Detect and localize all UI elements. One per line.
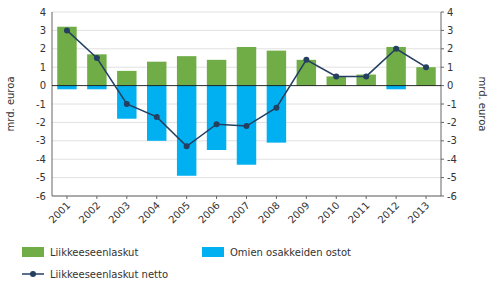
y-tick-label: -4 [36, 154, 46, 165]
y2-tick-label: 4 [447, 7, 453, 18]
marker [64, 27, 70, 33]
legend-label: Omien osakkeiden ostot [230, 247, 351, 258]
marker [214, 121, 220, 127]
legend-label: Liikkeeseenlaskut [50, 247, 138, 258]
x-tick-label: 2005 [166, 200, 192, 226]
y2-tick-label: -6 [447, 191, 457, 202]
marker [273, 105, 279, 111]
y-tick-label: -6 [36, 191, 46, 202]
y2-tick-label: 0 [447, 80, 453, 91]
grid-line [52, 12, 441, 13]
chart: -6 -5 -4 -3 -2 -1 0 1 2 3 4 -6 -5 -4 -3 -2 -1 0 1 2 3 4 mrd. e… [0, 0, 493, 306]
y-axis [52, 12, 53, 196]
x-tick [66, 196, 67, 199]
bar [87, 54, 106, 85]
x-tick-label: 2011 [346, 200, 372, 226]
x-tick [366, 196, 367, 199]
grid-line [52, 85, 441, 86]
legend-label: Liikkeeseenlaskut netto [50, 269, 168, 280]
x-tick-label: 2008 [256, 200, 282, 226]
y2-tick-label: -2 [447, 117, 457, 128]
marker [363, 73, 369, 79]
bar [237, 47, 256, 86]
y2-tick-label: -4 [447, 154, 457, 165]
grid-line [52, 177, 441, 178]
legend-swatch [202, 247, 224, 257]
bar [147, 62, 166, 86]
legend-marker [30, 271, 36, 277]
bar [57, 27, 76, 86]
zero-line [52, 85, 441, 86]
x-tick [96, 196, 97, 199]
bar [117, 86, 136, 119]
marker [94, 55, 100, 61]
x-tick [186, 196, 187, 199]
x-tick [276, 196, 277, 199]
x-tick [126, 196, 127, 199]
bar [207, 60, 226, 86]
y-tick-label: 1 [40, 62, 46, 73]
marker [333, 73, 339, 79]
x-tick-label: 2012 [376, 200, 402, 226]
bar [177, 86, 196, 176]
y2-tick-label: -1 [447, 99, 457, 110]
bar [386, 86, 405, 90]
bar [207, 86, 226, 150]
x-tick-label: 2003 [106, 200, 132, 226]
legend-swatch [22, 247, 44, 257]
x-tick [396, 196, 397, 199]
y-tick-label: 0 [40, 80, 46, 91]
x-tick-label: 2007 [226, 200, 252, 226]
y-tick-label: 2 [40, 43, 46, 54]
y2-axis-label: mrd. euroa [477, 76, 488, 131]
y-tick-label: -5 [36, 172, 46, 183]
bar [87, 86, 106, 90]
grid [52, 12, 441, 196]
y2-axis [441, 12, 442, 196]
legend: Liikkeeseenlaskut Omien osakkeiden ostot L… [22, 247, 351, 280]
x-tick [216, 196, 217, 199]
grid-line [52, 30, 441, 31]
x-tick [426, 196, 427, 199]
y-tick-label: 3 [40, 25, 46, 36]
y-tick-label: -3 [36, 135, 46, 146]
x-tick-label: 2004 [136, 200, 162, 226]
x-tick-label: 2002 [77, 200, 103, 226]
y2-tick-label: -5 [447, 172, 457, 183]
x-tick [306, 196, 307, 199]
y-tick-label: 4 [40, 7, 46, 18]
bar [57, 86, 76, 90]
marker [154, 114, 160, 120]
marker [423, 64, 429, 70]
x-tick-label: 2001 [47, 200, 73, 226]
line [67, 30, 426, 146]
bar [267, 86, 286, 143]
marker [244, 123, 250, 129]
x-tick-label: 2010 [316, 200, 342, 226]
y-tick-label: -2 [36, 117, 46, 128]
marks [52, 27, 441, 176]
x-tick [156, 196, 157, 199]
bar [117, 71, 136, 86]
x-tick-label: 2006 [196, 200, 222, 226]
x-tick-label: 2013 [406, 200, 432, 226]
y-tick-label: -1 [36, 99, 46, 110]
marker [124, 101, 130, 107]
marker [393, 46, 399, 52]
x-tick [336, 196, 337, 199]
x-tick-label: 2009 [286, 200, 312, 226]
marker [184, 143, 190, 149]
bar [267, 51, 286, 86]
y2-tick-label: 2 [447, 43, 453, 54]
y2-tick-label: 3 [447, 25, 453, 36]
y-axis-label: mrd. euroa [5, 76, 16, 131]
marker [303, 57, 309, 63]
y2-tick-label: -3 [447, 135, 457, 146]
y2-tick-label: 1 [447, 62, 453, 73]
x-tick [246, 196, 247, 199]
bar [177, 56, 196, 85]
